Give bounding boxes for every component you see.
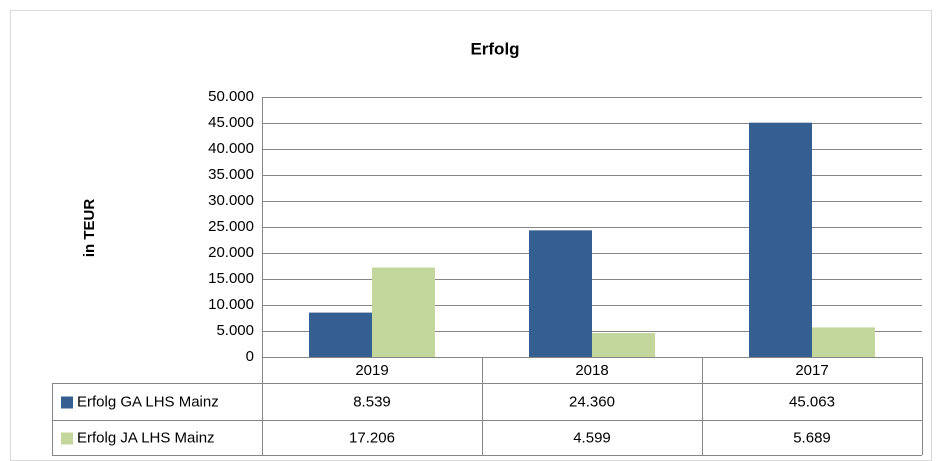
x-tick-label: 2018 — [575, 362, 608, 379]
bar — [812, 327, 875, 357]
bar — [372, 267, 435, 357]
chart-title: Erfolg — [470, 39, 519, 58]
y-tick-label: 25.000 — [208, 218, 254, 235]
y-tick-label: 20.000 — [208, 244, 254, 261]
y-tick-label: 45.000 — [208, 114, 254, 131]
y-axis-label: in TEUR — [81, 199, 98, 257]
x-tick-label: 2019 — [355, 362, 388, 379]
table-value: 8.539 — [353, 393, 391, 410]
y-tick-label: 15.000 — [208, 270, 254, 287]
bar — [309, 312, 372, 357]
legend-swatch — [61, 396, 73, 409]
bar — [749, 122, 812, 358]
y-tick-label: 10.000 — [208, 296, 254, 313]
table-value: 5.689 — [793, 429, 831, 446]
x-tick-label: 2017 — [795, 362, 828, 379]
legend-swatch — [61, 432, 73, 445]
table-value: 4.599 — [573, 429, 611, 446]
legend-label: Erfolg GA LHS Mainz — [77, 393, 219, 410]
y-tick-label: 30.000 — [208, 192, 254, 209]
y-tick-label: 0 — [246, 348, 254, 365]
table-value: 24.360 — [569, 393, 615, 410]
legend-label: Erfolg JA LHS Mainz — [77, 429, 215, 446]
y-tick-label: 40.000 — [208, 140, 254, 157]
bar — [529, 230, 592, 357]
bar — [592, 333, 655, 357]
y-tick-label: 50.000 — [208, 88, 254, 105]
y-tick-label: 5.000 — [216, 322, 254, 339]
y-tick-label: 35.000 — [208, 166, 254, 183]
table-value: 17.206 — [349, 429, 395, 446]
table-value: 45.063 — [789, 393, 835, 410]
